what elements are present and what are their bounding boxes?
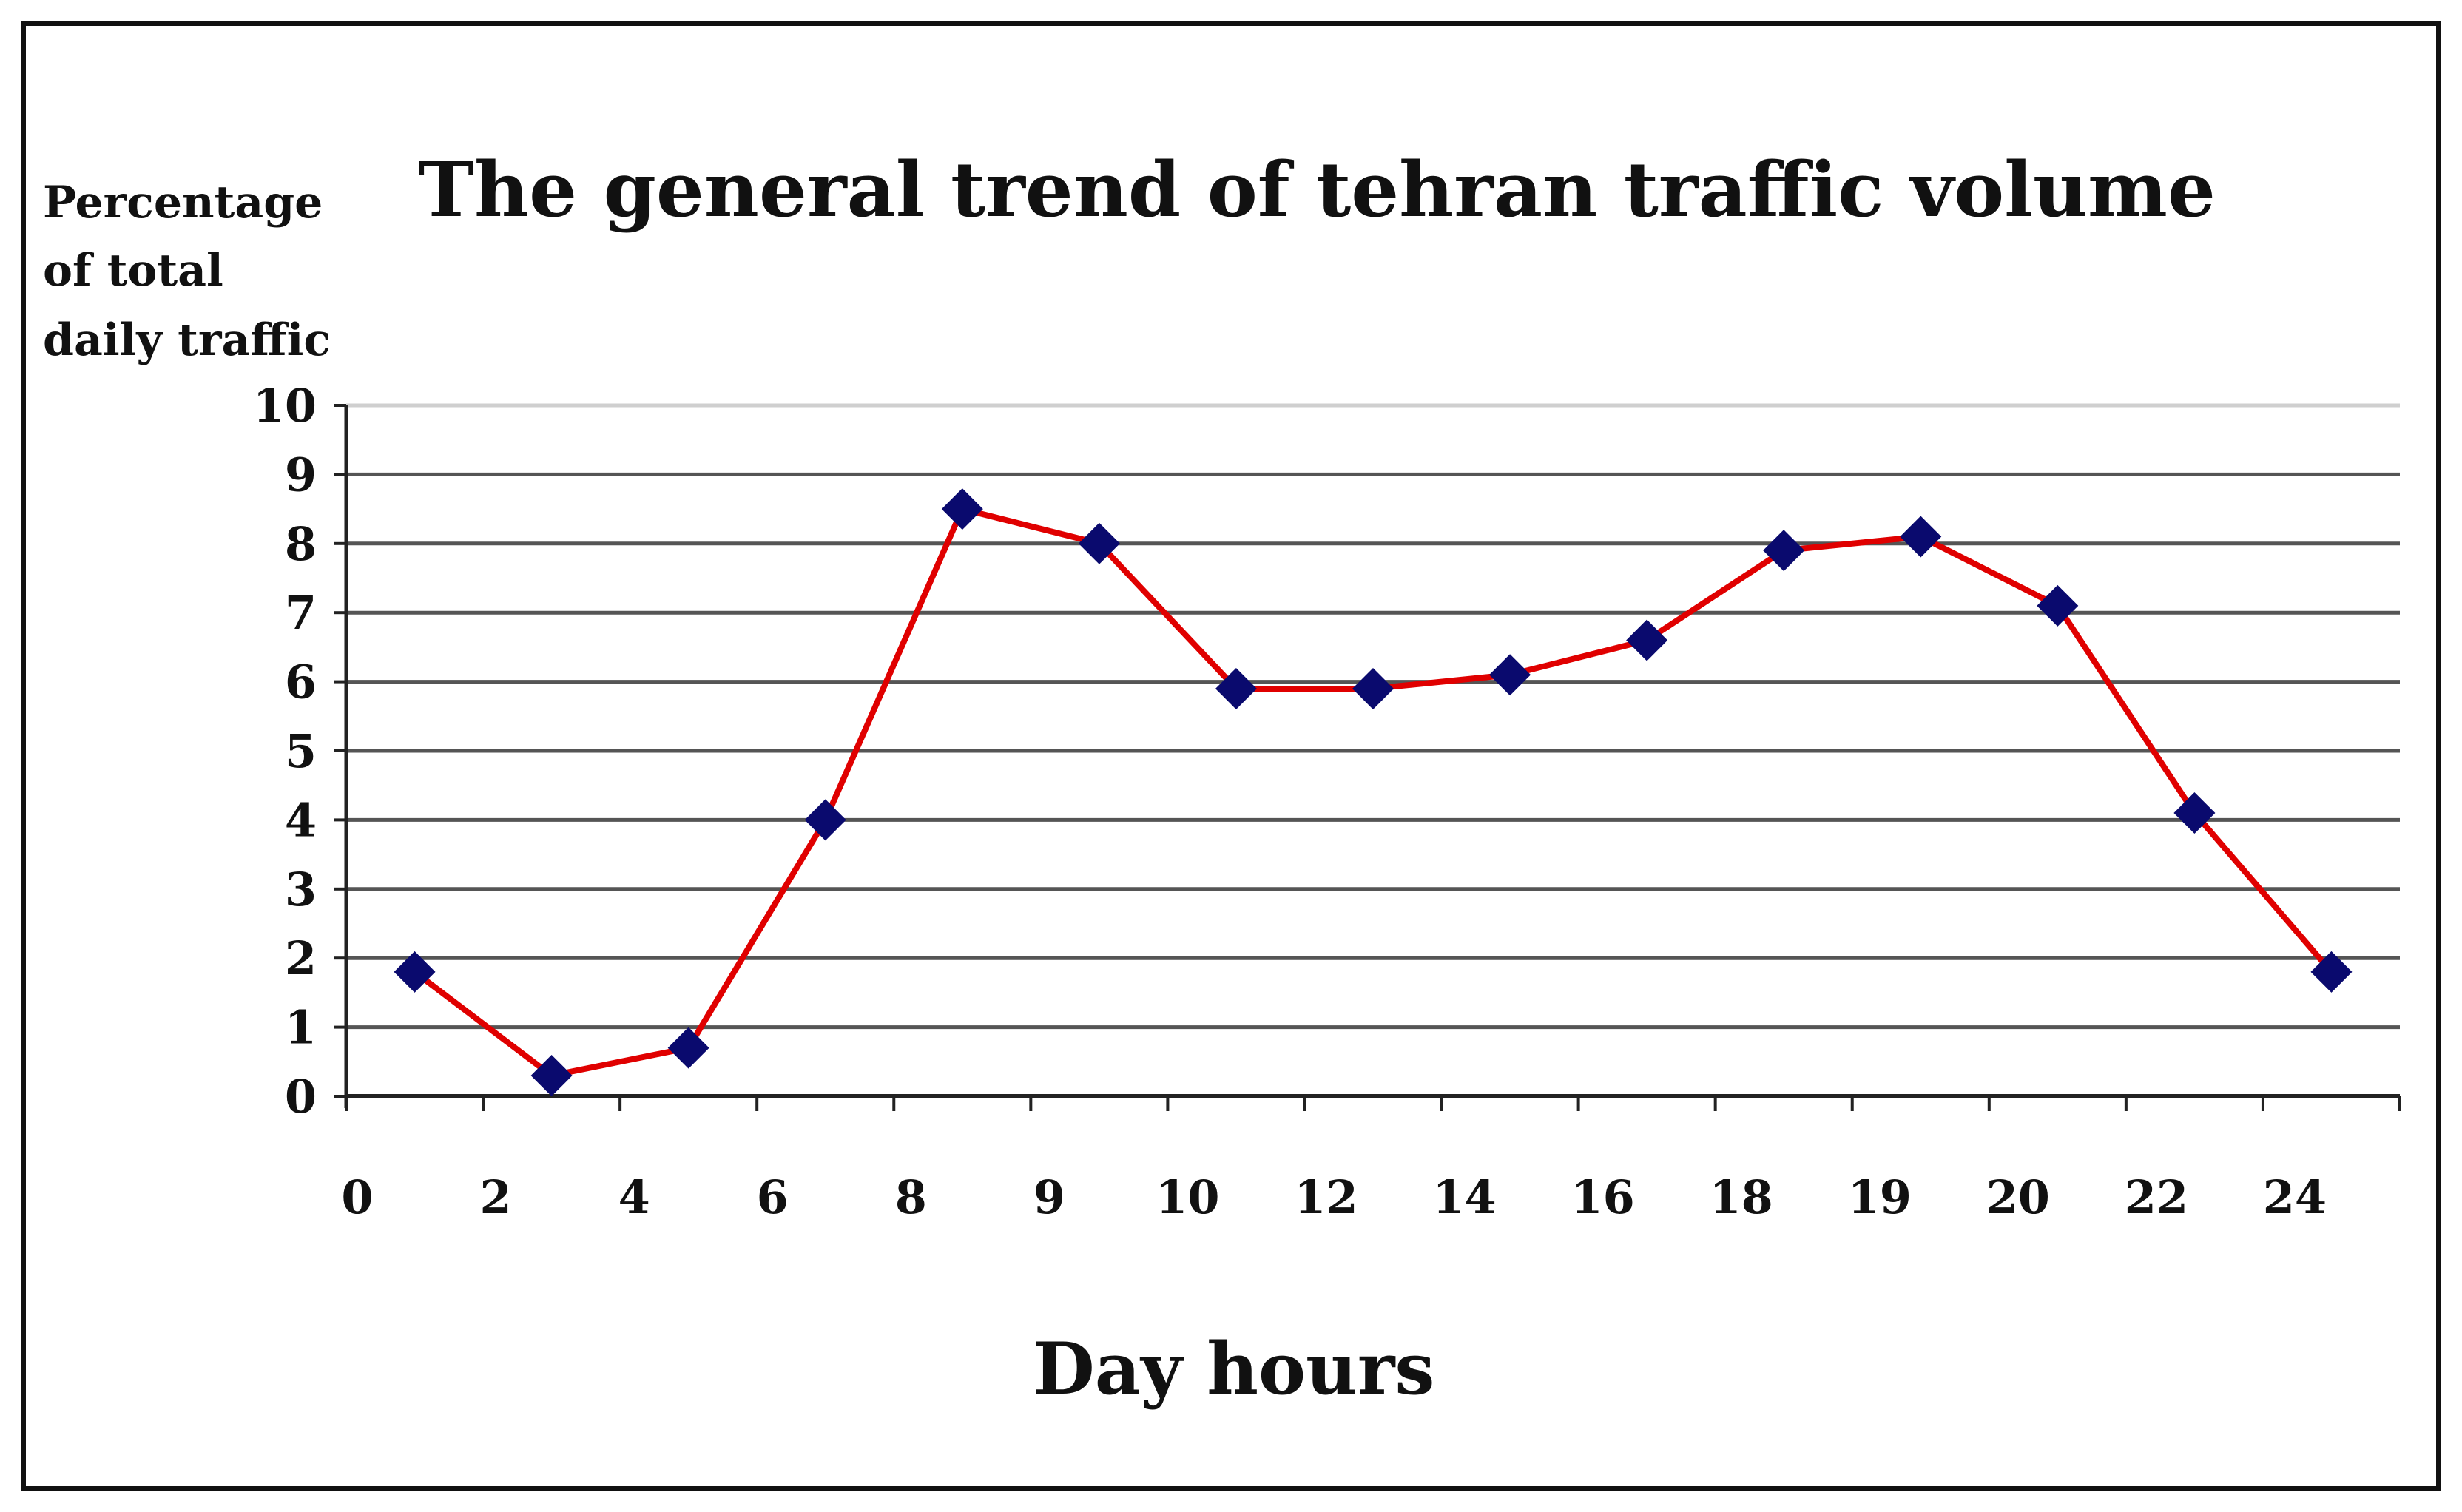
y-tick-label-10: 10 xyxy=(253,379,317,433)
series-line-0 xyxy=(413,506,2334,1079)
data-point-9 xyxy=(1078,522,1120,564)
data-point-2 xyxy=(530,1054,573,1096)
data-point-19 xyxy=(1900,516,1942,558)
y-tick-label-6: 6 xyxy=(285,655,317,709)
data-point-4 xyxy=(667,1027,709,1069)
data-point-20 xyxy=(2037,584,2079,627)
data-point-18 xyxy=(1763,530,1805,572)
data-point-6 xyxy=(804,799,846,841)
y-tick-label-7: 7 xyxy=(285,586,317,640)
y-tick-label-2: 2 xyxy=(285,931,317,985)
data-point-14 xyxy=(1489,654,1531,696)
data-point-0 xyxy=(394,951,436,993)
data-point-24 xyxy=(2310,951,2353,993)
y-tick-label-0: 0 xyxy=(285,1070,317,1124)
y-tick-labels: 0 1 2 3 4 5 6 7 8 9 10 xyxy=(253,379,317,1124)
y-tick-label-9: 9 xyxy=(285,448,317,502)
data-point-12 xyxy=(1352,667,1394,709)
data-point-10 xyxy=(1215,667,1257,709)
y-tick-label-5: 5 xyxy=(285,724,317,778)
x-tick-label-9: 9 xyxy=(1033,1170,1065,1224)
y-axis-label-line-2: of total xyxy=(43,245,223,297)
x-tick-label-6: 6 xyxy=(757,1170,789,1224)
data-point-8 xyxy=(941,488,983,530)
axes xyxy=(334,404,2401,1111)
x-tick-label-24: 24 xyxy=(2263,1170,2327,1224)
y-axis-label-line-3: daily traffic xyxy=(43,314,331,366)
chart-frame xyxy=(21,21,2441,1491)
x-tick-label-22: 22 xyxy=(2125,1170,2188,1224)
chart-title: The general trend of tehran traffic volu… xyxy=(418,146,2216,234)
y-axis-label-line-1: Percentage xyxy=(43,177,323,229)
y-tick-label-8: 8 xyxy=(285,517,317,571)
y-tick-label-1: 1 xyxy=(285,1001,317,1055)
x-tick-label-20: 20 xyxy=(1986,1170,2050,1224)
x-tick-label-19: 19 xyxy=(1848,1170,1912,1224)
x-tick-label-16: 16 xyxy=(1571,1170,1634,1224)
x-tick-label-10: 10 xyxy=(1156,1170,1219,1224)
data-point-22 xyxy=(2173,792,2216,834)
data-point-16 xyxy=(1626,619,1668,661)
x-tick-label-14: 14 xyxy=(1432,1170,1496,1224)
x-tick-labels: 0 2 4 6 8 9 10 12 14 16 18 19 20 22 24 xyxy=(341,1170,2327,1224)
x-tick-label-8: 8 xyxy=(895,1170,927,1224)
x-tick-label-4: 4 xyxy=(618,1170,650,1224)
x-tick-label-0: 0 xyxy=(341,1170,373,1224)
x-tick-label-18: 18 xyxy=(1710,1170,1773,1224)
y-tick-label-3: 3 xyxy=(285,863,317,917)
x-axis-title: Day hours xyxy=(1033,1327,1435,1411)
x-tick-label-2: 2 xyxy=(479,1170,511,1224)
x-tick-label-12: 12 xyxy=(1294,1170,1358,1224)
gridlines xyxy=(346,403,2400,1030)
series-traffic xyxy=(394,488,2353,1096)
y-tick-label-4: 4 xyxy=(285,793,317,847)
